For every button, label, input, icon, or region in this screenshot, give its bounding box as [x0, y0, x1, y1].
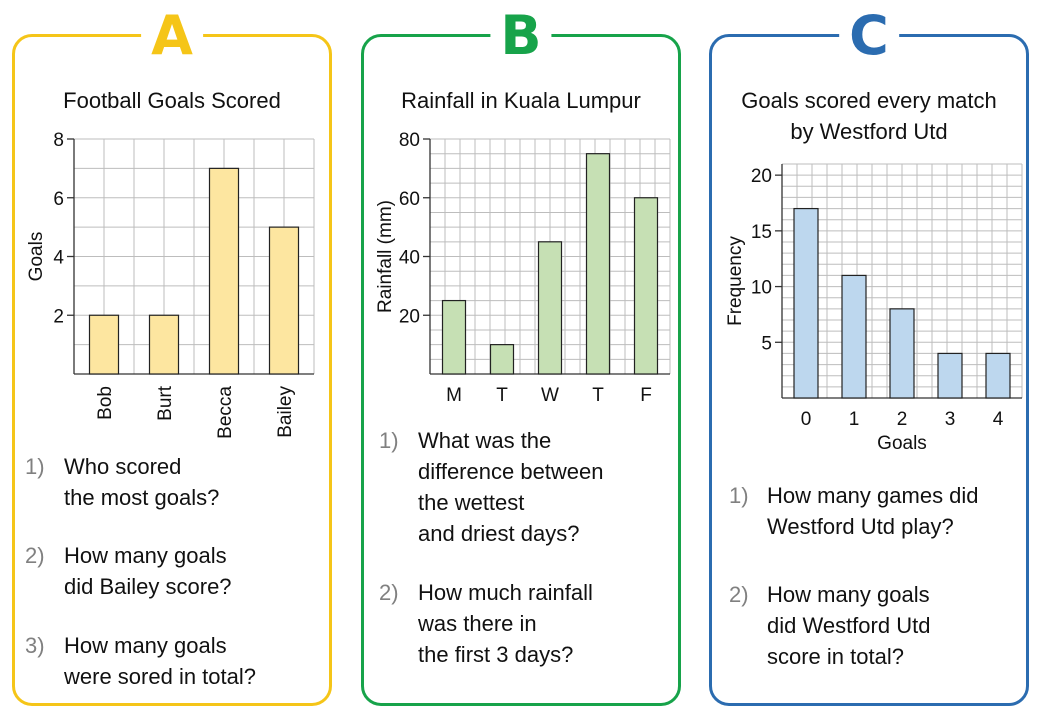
- panel-a-badge: A: [141, 7, 203, 65]
- y-tick-label: 10: [751, 278, 772, 299]
- x-tick-label: F: [640, 385, 652, 406]
- question-text: Who scored the most goals?: [64, 454, 220, 510]
- bar: [985, 352, 1011, 399]
- x-tick-label: 1: [849, 409, 860, 430]
- x-tick-label: 3: [945, 409, 956, 430]
- bar: [889, 308, 915, 399]
- x-tick-label: M: [446, 385, 462, 406]
- question-text: How many goals did Westford Utd score in…: [767, 582, 931, 669]
- bar: [793, 207, 819, 399]
- bar: [633, 197, 659, 375]
- question-text: How much rainfall was there in the first…: [418, 580, 593, 667]
- y-tick-label: 80: [399, 130, 420, 151]
- question-number: 1): [729, 483, 749, 508]
- panel-a: A Football Goals Scored 2 4 6 8 Bob Burt Becca…: [12, 7, 332, 706]
- chart-c: 5 10 15 20 0 1 2 3 4 Frequency Goals: [725, 163, 1023, 454]
- y-axis-label: Frequency: [725, 236, 746, 326]
- x-axis-label: Goals: [877, 433, 927, 454]
- panel-b-badge: B: [490, 7, 552, 65]
- y-tick-label: 20: [751, 166, 772, 187]
- y-axis-label: Goals: [26, 232, 47, 282]
- chart-a: 2 4 6 8 Bob Burt Becca Bailey Goals: [26, 130, 315, 439]
- question-text: How many goals were sored in total?: [64, 633, 256, 689]
- bar: [489, 344, 515, 375]
- question-number: 1): [379, 428, 399, 453]
- x-tick-label: Bob: [95, 386, 116, 420]
- y-tick-label: 6: [53, 189, 64, 210]
- chart-b: 20 40 60 80 M T W T F Rainfall (mm): [375, 130, 671, 406]
- question-number: 3): [25, 633, 45, 658]
- bar: [148, 314, 180, 375]
- question-number: 2): [25, 543, 45, 568]
- question-number: 2): [729, 582, 749, 607]
- chart-a-title: Football Goals Scored: [63, 88, 281, 113]
- bar: [937, 352, 963, 399]
- bar: [841, 274, 867, 399]
- x-tick-label: Burt: [155, 385, 176, 421]
- bar: [268, 226, 300, 375]
- x-tick-label: W: [541, 385, 559, 406]
- bar: [441, 299, 467, 375]
- bar: [585, 153, 611, 375]
- panel-c-badge: C: [839, 7, 899, 65]
- y-axis-label: Rainfall (mm): [375, 200, 396, 313]
- y-tick-label: 4: [53, 248, 64, 269]
- bar: [88, 314, 120, 375]
- y-tick-label: 8: [53, 130, 64, 151]
- question-text: How many goals did Bailey score?: [64, 543, 232, 599]
- question-number: 2): [379, 580, 399, 605]
- y-tick-label: 15: [751, 222, 772, 243]
- panel-c: C Goals scored every match by Westford U…: [709, 7, 1029, 706]
- question-number: 1): [25, 454, 45, 479]
- bar: [537, 241, 563, 375]
- x-tick-label: 4: [993, 409, 1004, 430]
- x-tick-label: T: [592, 385, 604, 406]
- x-tick-label: Becca: [215, 386, 236, 439]
- panel-b: B Rainfall in Kuala Lumpur 20 40 60 80 M T W T F…: [361, 7, 681, 706]
- chart-c-title: Goals scored every match by Westford Utd: [741, 88, 997, 144]
- x-tick-label: Bailey: [275, 386, 296, 438]
- y-tick-label: 20: [399, 306, 420, 327]
- y-tick-label: 5: [761, 333, 772, 354]
- y-tick-label: 2: [53, 306, 64, 327]
- y-tick-label: 60: [399, 189, 420, 210]
- x-tick-label: 0: [801, 409, 812, 430]
- bar: [208, 167, 240, 375]
- chart-b-title: Rainfall in Kuala Lumpur: [401, 88, 641, 113]
- question-text: How many games did Westford Utd play?: [767, 483, 979, 539]
- y-tick-label: 40: [399, 248, 420, 269]
- x-tick-label: T: [496, 385, 508, 406]
- x-tick-label: 2: [897, 409, 908, 430]
- question-text: What was the difference between the wett…: [418, 428, 604, 546]
